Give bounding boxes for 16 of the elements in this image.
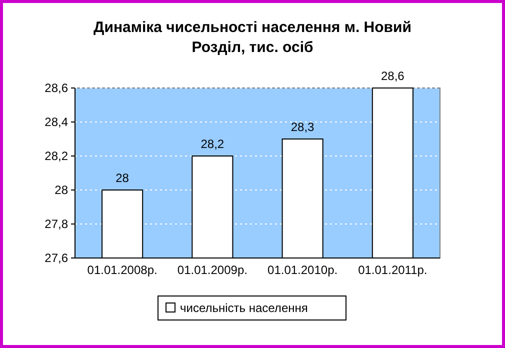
legend-label: чисельність населення: [180, 301, 308, 315]
text: 28,2: [200, 137, 224, 151]
x-tick-label: 01.01.2011р.: [358, 263, 428, 277]
y-tick-label: 28: [54, 183, 68, 198]
y-tick-label: 27,6: [44, 251, 68, 266]
x-tick-label: 01.01.2010р.: [268, 263, 338, 277]
x-tick-label: 01.01.2008р.: [87, 263, 158, 277]
y-tick-label: 28,4: [44, 115, 68, 130]
y-tick-label: 28,2: [44, 149, 68, 164]
x-tick-label: 01.01.2009р.: [177, 263, 248, 277]
y-tick-label: 27,8: [44, 217, 68, 232]
text: 28,3: [290, 120, 314, 134]
text: 28,6: [381, 69, 404, 83]
chart-title: Динаміка чисельності населення м. Новий Розділ, тис. осіб: [94, 19, 412, 56]
y-tick-label: 28,6: [44, 81, 68, 96]
text: 28: [116, 171, 129, 185]
